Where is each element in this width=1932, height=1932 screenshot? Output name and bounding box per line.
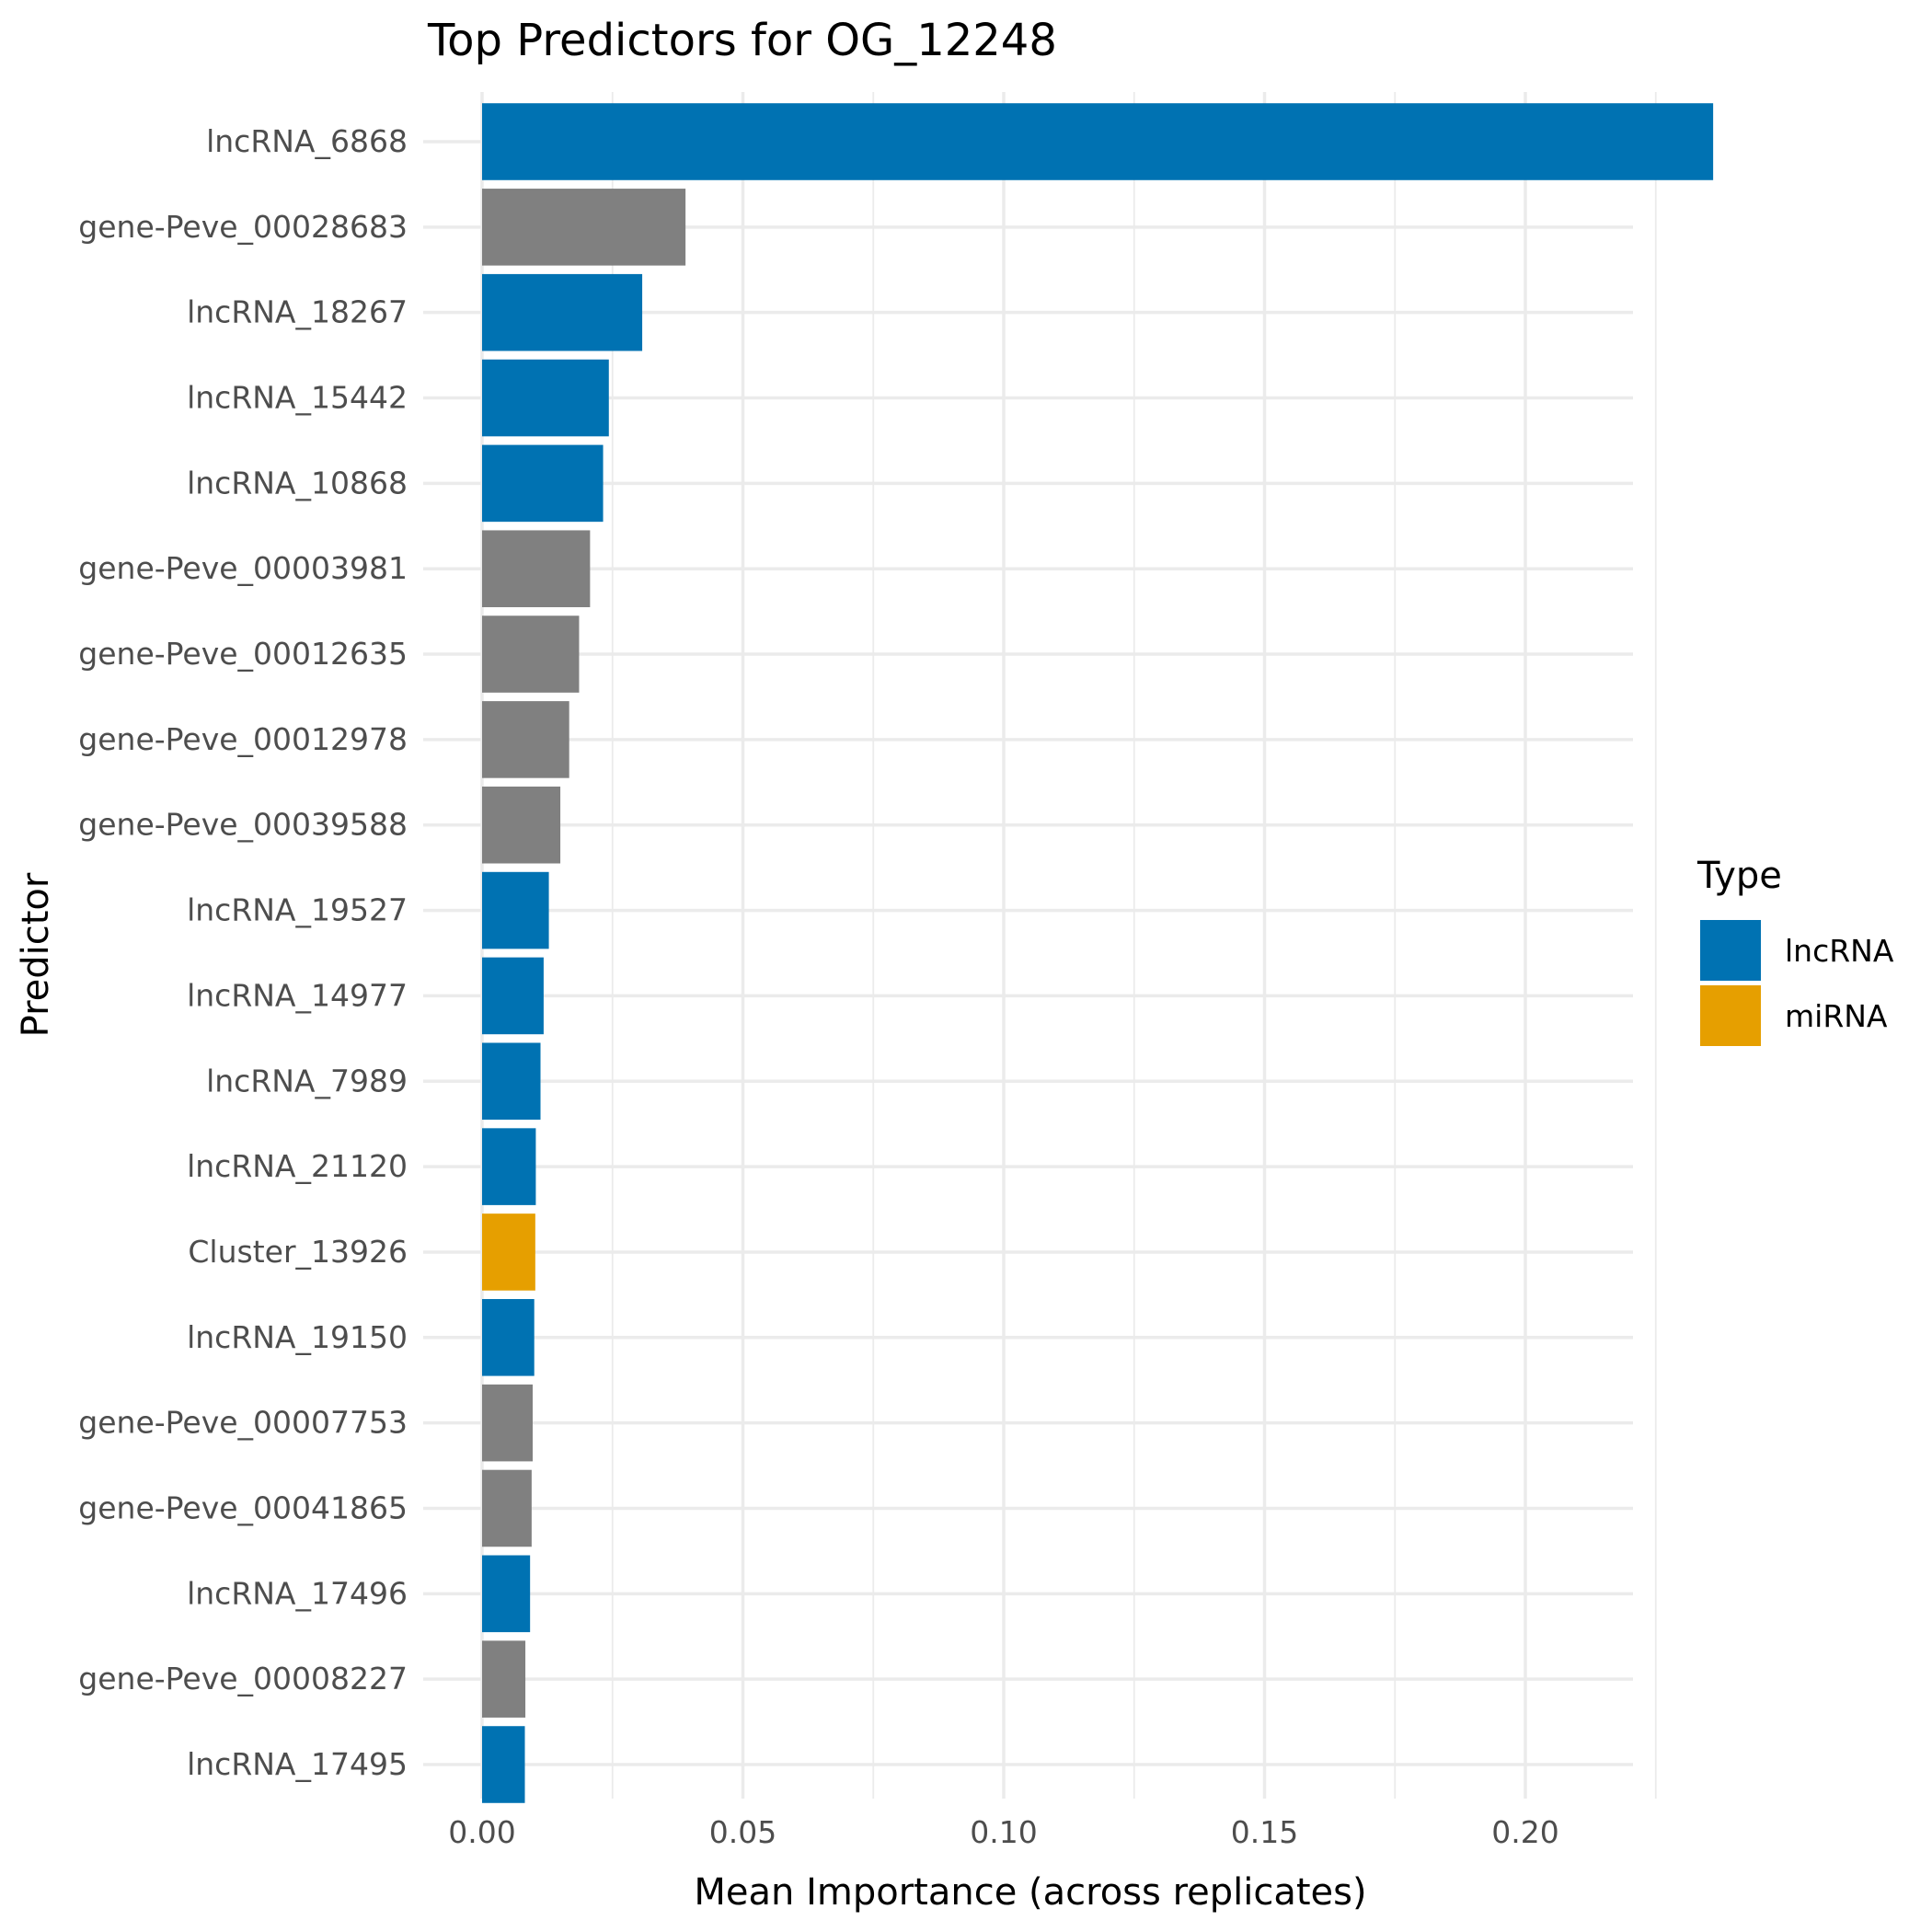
bar-lncrna-17496 bbox=[482, 1555, 531, 1633]
bar-lncrna-17495 bbox=[482, 1726, 525, 1803]
x-tick-labels: 0.00 0.05 0.10 0.15 0.20 bbox=[448, 1814, 1558, 1850]
bar-lncrna-7989 bbox=[482, 1042, 541, 1121]
bar-gene-peve-00008227 bbox=[482, 1640, 526, 1718]
bar-gene-peve-00003981 bbox=[482, 530, 591, 607]
y-tick-labels: lncRNA_6868 gene-Peve_00028683 lncRNA_1826… bbox=[78, 123, 408, 1782]
bar-gene-peve-00012635 bbox=[482, 615, 580, 693]
y-tick-label: lncRNA_10868 bbox=[187, 465, 408, 500]
bar-gene-peve-00028683 bbox=[482, 189, 686, 266]
bar-gene-peve-00041865 bbox=[482, 1469, 532, 1547]
y-tick-label: gene-Peve_00007753 bbox=[78, 1405, 408, 1441]
bar-lncrna-19527 bbox=[482, 871, 549, 949]
y-tick-label: lncRNA_18267 bbox=[187, 294, 408, 330]
x-tick-label: 0.20 bbox=[1491, 1814, 1558, 1850]
y-tick-label: lncRNA_7989 bbox=[206, 1063, 408, 1098]
y-tick-label: gene-Peve_00003981 bbox=[78, 550, 408, 586]
y-tick-label: gene-Peve_00012978 bbox=[78, 721, 408, 757]
y-tick-label: lncRNA_17495 bbox=[187, 1746, 408, 1782]
bar-lncrna-15442 bbox=[482, 359, 609, 437]
y-tick-label: lncRNA_15442 bbox=[187, 380, 408, 416]
x-axis-title: Mean Importance (across replicates) bbox=[694, 1871, 1366, 1914]
y-axis-title: Predictor bbox=[15, 872, 57, 1037]
x-tick-label: 0.00 bbox=[448, 1814, 515, 1850]
y-tick-label: lncRNA_21120 bbox=[187, 1148, 408, 1184]
y-tick-label: lncRNA_14977 bbox=[187, 977, 408, 1013]
bar-lncrna-6868 bbox=[482, 103, 1714, 180]
y-tick-label: gene-Peve_00039588 bbox=[78, 807, 408, 843]
bar-series bbox=[482, 103, 1714, 1803]
x-tick-label: 0.05 bbox=[709, 1814, 776, 1850]
bar-gene-peve-00007753 bbox=[482, 1384, 533, 1462]
legend-swatch-mirna bbox=[1700, 985, 1761, 1046]
bar-lncrna-10868 bbox=[482, 444, 604, 523]
bar-lncrna-19150 bbox=[482, 1299, 535, 1376]
y-tick-label: gene-Peve_00008227 bbox=[78, 1661, 408, 1696]
legend: Type lncRNA miRNA bbox=[1696, 855, 1894, 1046]
bar-lncrna-18267 bbox=[482, 273, 643, 351]
legend-swatch-lncrna bbox=[1700, 920, 1761, 981]
legend-label-mirna: miRNA bbox=[1785, 998, 1888, 1034]
y-tick-label: gene-Peve_00028683 bbox=[78, 209, 408, 245]
y-tick-label: Cluster_13926 bbox=[188, 1234, 408, 1270]
legend-title: Type bbox=[1696, 855, 1782, 897]
bar-lncrna-14977 bbox=[482, 957, 544, 1035]
bar-gene-peve-00012978 bbox=[482, 701, 569, 778]
chart-title: Top Predictors for OG_12248 bbox=[427, 15, 1057, 66]
bar-cluster-13926 bbox=[482, 1213, 535, 1291]
y-tick-label: lncRNA_6868 bbox=[206, 123, 408, 159]
bar-gene-peve-00039588 bbox=[482, 786, 561, 864]
y-tick-label: gene-Peve_00012635 bbox=[78, 636, 408, 672]
y-tick-label: gene-Peve_00041865 bbox=[78, 1489, 408, 1525]
x-tick-label: 0.15 bbox=[1231, 1814, 1298, 1850]
legend-label-lncrna: lncRNA bbox=[1785, 933, 1894, 969]
y-tick-label: lncRNA_17496 bbox=[187, 1575, 408, 1611]
x-tick-label: 0.10 bbox=[970, 1814, 1037, 1850]
bar-lncrna-21120 bbox=[482, 1128, 536, 1205]
y-tick-label: lncRNA_19150 bbox=[187, 1319, 408, 1355]
y-tick-label: lncRNA_19527 bbox=[187, 892, 408, 928]
